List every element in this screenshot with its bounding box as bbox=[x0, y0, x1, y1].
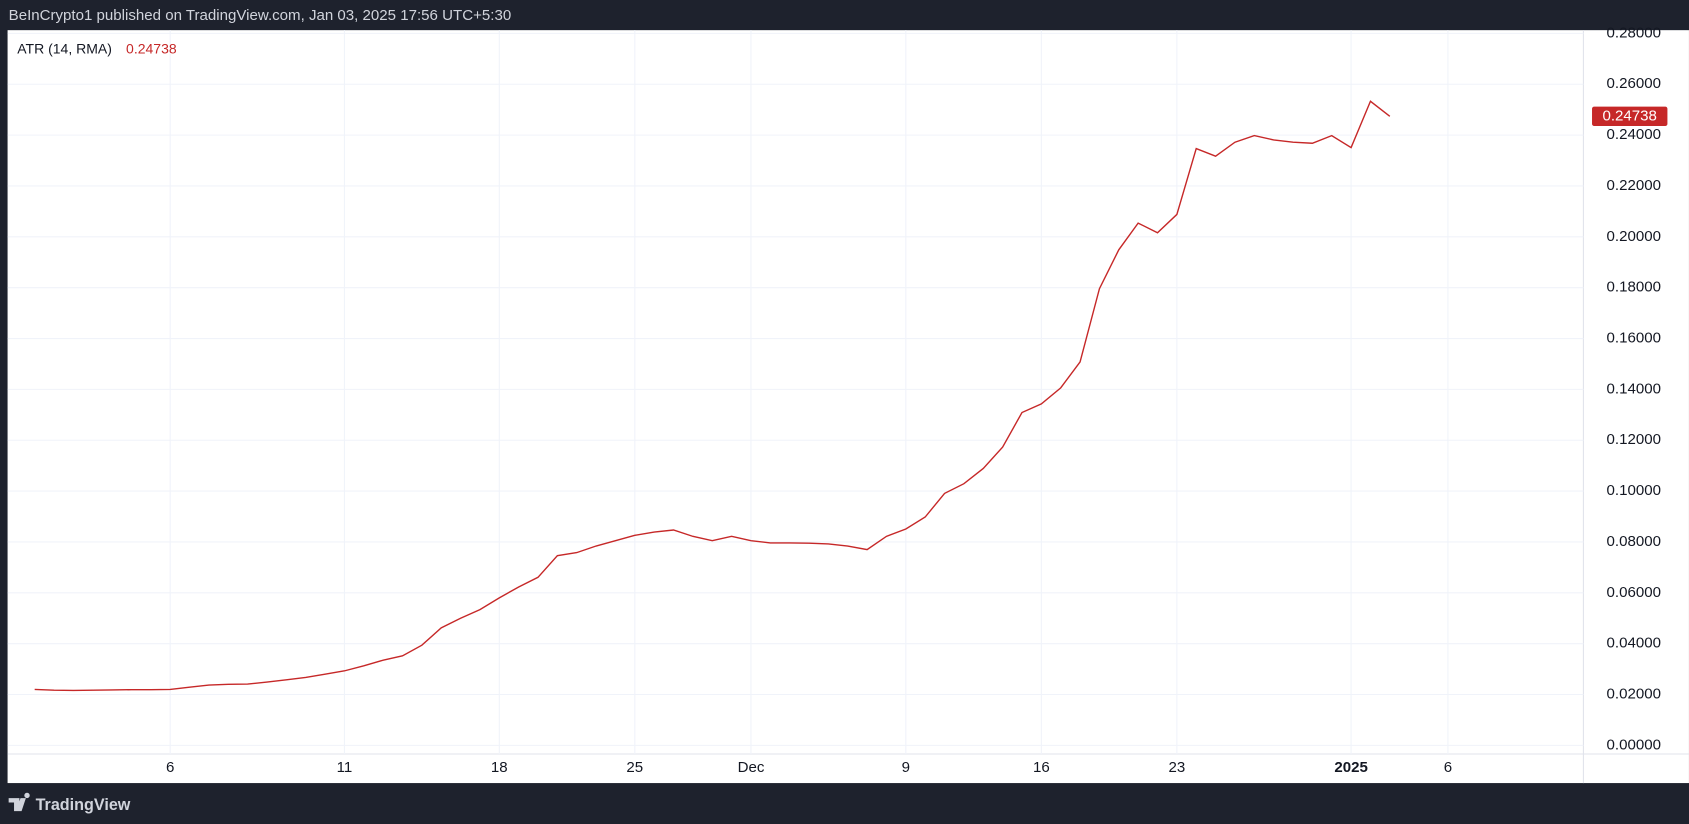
y-tick-label: 0.04000 bbox=[1607, 635, 1661, 652]
footer-logo bbox=[8, 792, 30, 812]
y-tick-label: 0.06000 bbox=[1607, 584, 1661, 601]
last-value-box bbox=[1592, 106, 1668, 127]
y-tick-label: 0.02000 bbox=[1607, 685, 1661, 702]
y-tick-label: 0.00000 bbox=[1607, 736, 1661, 753]
x-tick-label: 25 bbox=[626, 759, 643, 776]
grid bbox=[7, 30, 1584, 754]
legend-name: ATR (14, RMA) bbox=[17, 40, 112, 56]
y-tick-label: 0.22000 bbox=[1607, 177, 1661, 194]
y-tick-label: 0.18000 bbox=[1607, 279, 1661, 296]
y-tick-label: 0.26000 bbox=[1607, 75, 1661, 92]
x-tick-label: Dec bbox=[738, 759, 765, 776]
y-tick-label: 0.20000 bbox=[1607, 228, 1661, 245]
y-tick-label: 0.24000 bbox=[1607, 126, 1661, 143]
footer-text: TradingView bbox=[36, 796, 131, 814]
chart-panel bbox=[7, 30, 1689, 784]
x-tick-label: 23 bbox=[1168, 759, 1185, 776]
x-tick-label: 6 bbox=[166, 759, 174, 776]
plot bbox=[34, 100, 1391, 692]
axes: 0.00000 0.02000 0.04000 0.06000 0.08000 0.100… bbox=[166, 24, 1668, 776]
x-tick-label: 18 bbox=[491, 759, 508, 776]
legend-value: 0.24738 bbox=[126, 40, 177, 56]
y-tick-label: 0.16000 bbox=[1607, 330, 1661, 347]
x-tick-label: 6 bbox=[1444, 759, 1452, 776]
series-line bbox=[34, 100, 1391, 692]
x-tick-label: 9 bbox=[902, 759, 910, 776]
x-tick-label: 2025 bbox=[1334, 759, 1368, 776]
last-value-label: 0.24738 bbox=[1602, 107, 1656, 124]
y-tick-label: 0.10000 bbox=[1607, 482, 1661, 499]
y-tick-label: 0.28000 bbox=[1607, 24, 1661, 41]
y-tick-label: 0.08000 bbox=[1607, 533, 1661, 550]
x-tick-label: 11 bbox=[337, 759, 353, 776]
x-tick-label: 16 bbox=[1033, 759, 1050, 776]
header-text: BeInCrypto1 published on TradingView.com… bbox=[9, 7, 512, 24]
y-tick-label: 0.14000 bbox=[1607, 380, 1661, 397]
y-tick-label: 0.12000 bbox=[1607, 431, 1661, 448]
